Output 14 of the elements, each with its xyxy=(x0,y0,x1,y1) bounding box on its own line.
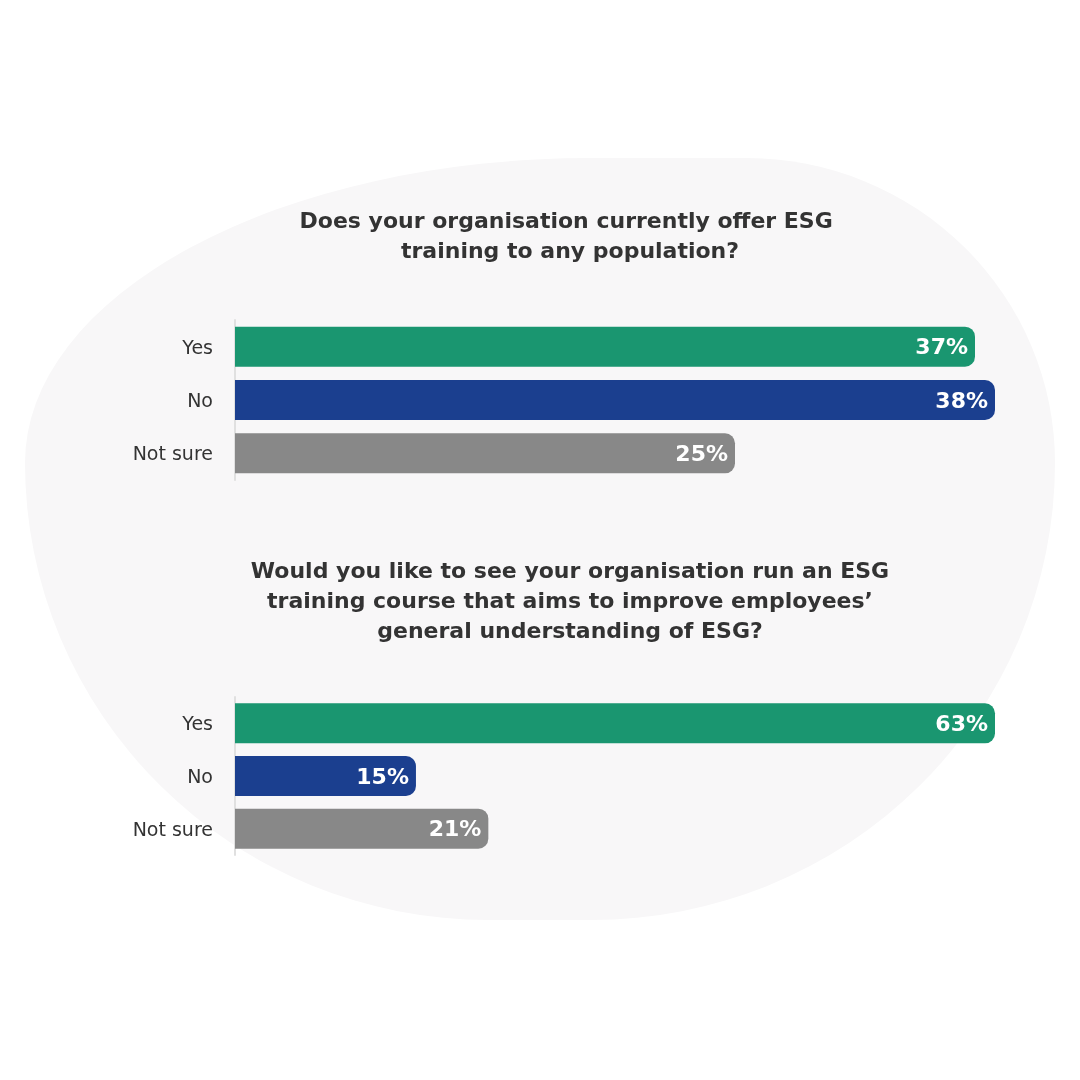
data-label: 63% xyxy=(935,710,988,736)
chart-title: Would you like to see your organisation run an ESG training course that aims to improve employees’ general understanding of ESG? xyxy=(250,557,890,643)
y-tick-label: Yes xyxy=(181,712,213,735)
data-label: 38% xyxy=(935,387,988,413)
chart-title: Does your organisation currently offer ESG training to any population? xyxy=(299,207,841,263)
y-tick-label: No xyxy=(187,765,213,787)
data-label: 37% xyxy=(915,334,968,360)
y-tick-label: No xyxy=(187,389,213,411)
y-tick-label: Not sure xyxy=(132,442,213,465)
data-label: 21% xyxy=(428,816,482,842)
y-tick-label: Yes xyxy=(181,335,213,358)
data-label: 15% xyxy=(356,763,409,789)
y-tick-label: Not sure xyxy=(132,817,213,840)
data-label: 25% xyxy=(675,440,728,466)
